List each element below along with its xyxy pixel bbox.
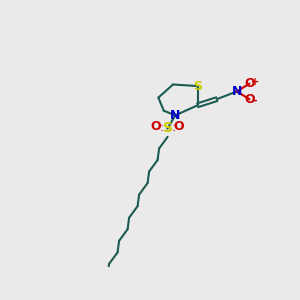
Text: -: - (252, 96, 257, 106)
Text: O: O (174, 120, 184, 134)
Text: S: S (193, 80, 202, 92)
Text: S: S (163, 122, 172, 135)
Text: +: + (250, 77, 259, 87)
Text: O: O (151, 120, 161, 134)
Text: :: : (172, 121, 176, 134)
Text: O: O (244, 93, 254, 106)
Text: N: N (232, 85, 242, 98)
Text: :: : (159, 121, 164, 134)
Text: N: N (170, 109, 181, 122)
Text: O: O (244, 77, 254, 90)
